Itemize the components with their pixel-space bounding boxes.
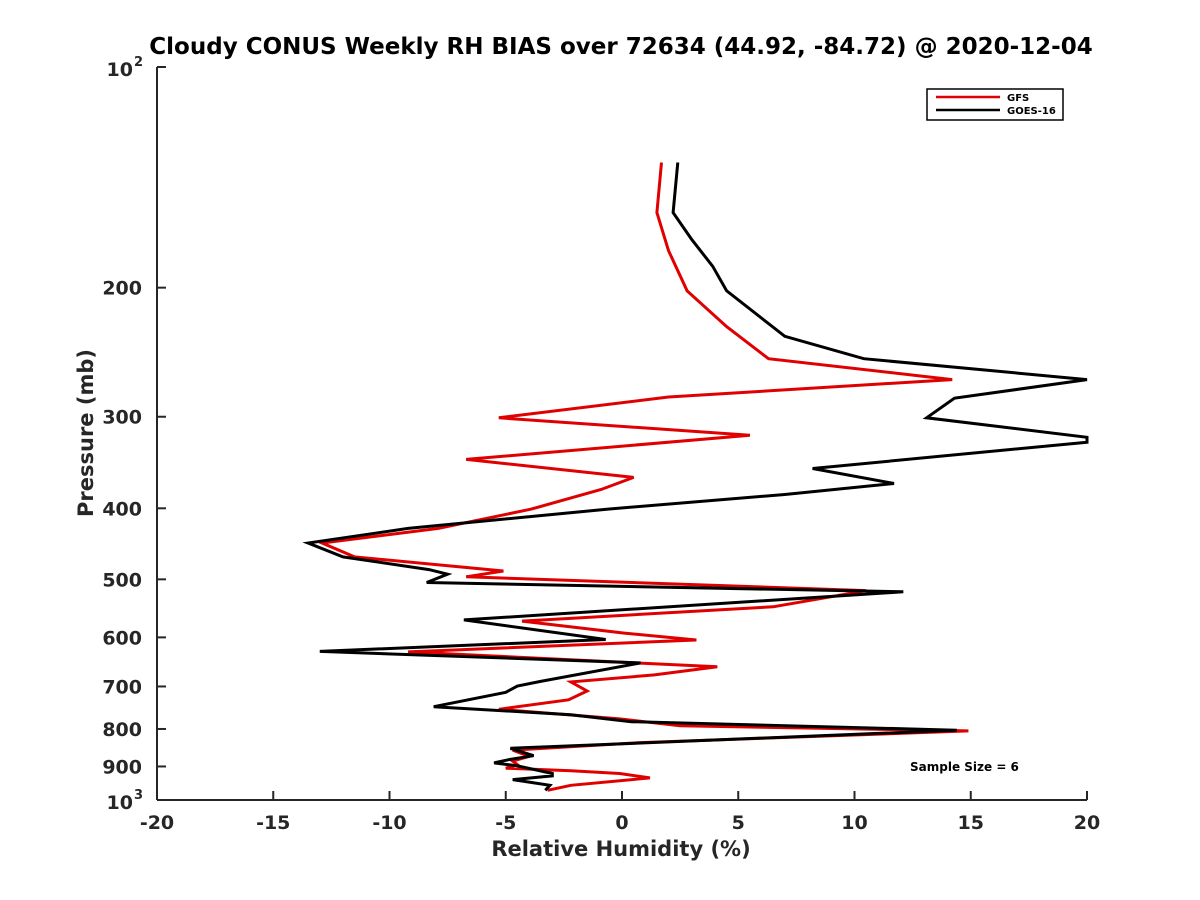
x-tick-label: 0 [615, 812, 628, 834]
y-tick-label: 800 [102, 719, 142, 741]
x-tick-label: 15 [958, 812, 984, 834]
y-tick-label: 600 [102, 627, 142, 649]
x-axis-label: Relative Humidity (%) [491, 837, 750, 861]
chart-title: Cloudy CONUS Weekly RH BIAS over 72634 (… [149, 34, 1092, 60]
series-line-gfs [316, 162, 969, 792]
y-tick-label: 700 [102, 676, 142, 698]
legend-label-goes16: GOES-16 [1007, 106, 1056, 117]
y-axis-label: Pressure (mb) [74, 349, 98, 517]
y-tick-label: 500 [102, 569, 142, 591]
legend-box [926, 88, 1064, 121]
y-tick-label: 400 [102, 498, 142, 520]
y-tick-label: 300 [102, 407, 142, 429]
series-lines [302, 162, 1089, 792]
y-tick-label-base: 10 [107, 792, 133, 814]
x-tick-label: -5 [495, 812, 516, 834]
y-tick-label-base: 10 [107, 59, 133, 81]
sample-size-annotation: Sample Size = 6 [910, 760, 1019, 774]
y-tick-label: 900 [102, 756, 142, 778]
x-tick-label: -15 [256, 812, 290, 834]
x-tick-label: 5 [732, 812, 745, 834]
x-tick-label: -20 [140, 812, 174, 834]
legend: GFS GOES-16 [926, 88, 1064, 121]
x-tick-label: 20 [1074, 812, 1100, 834]
x-tick-label: 10 [841, 812, 867, 834]
y-tick-label: 200 [102, 278, 142, 300]
legend-label-gfs: GFS [1007, 93, 1029, 104]
y-tick-label-exponent: 3 [134, 788, 143, 803]
y-tick-label-exponent: 2 [134, 55, 143, 70]
x-tick-label: -10 [372, 812, 406, 834]
series-line-goes-16 [302, 162, 1089, 792]
x-axis-ticks: -20 -15 -10 -5 0 5 10 15 20 [140, 791, 1100, 834]
